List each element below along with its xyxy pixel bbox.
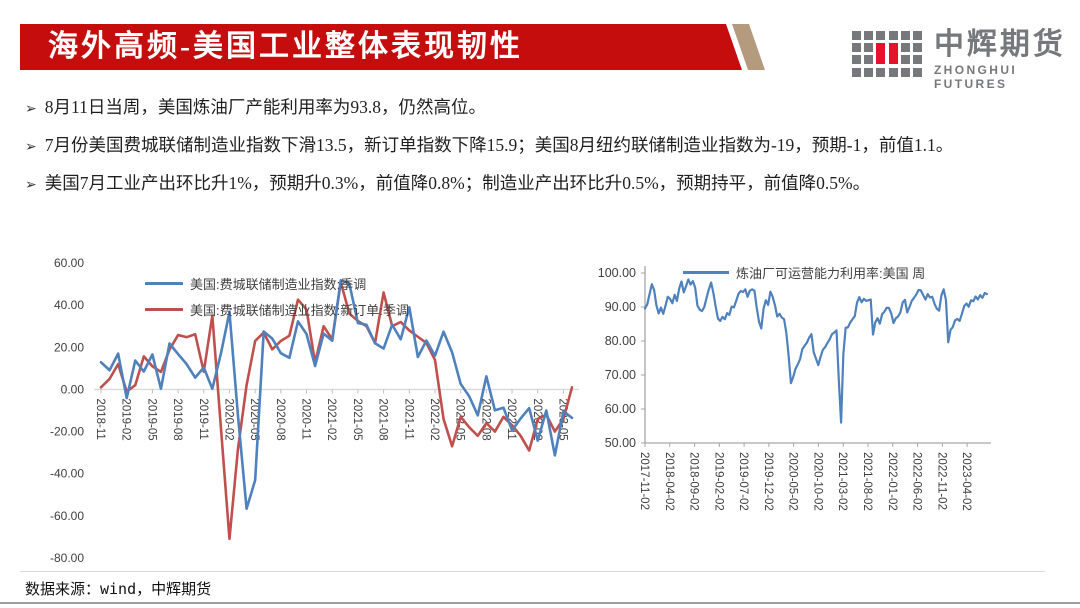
svg-text:2018-04-02: 2018-04-02 — [663, 452, 675, 511]
svg-text:2020-11: 2020-11 — [300, 398, 312, 439]
legend-label: 炼油厂可运营能力利用率:美国 周 — [736, 265, 926, 281]
svg-text:2021-02: 2021-02 — [325, 398, 337, 440]
legend-label: 美国:费城联储制造业指数:季调 — [190, 276, 367, 292]
svg-text:100.00: 100.00 — [598, 266, 636, 280]
bullet-arrow-icon: ➢ — [25, 177, 37, 193]
svg-text:60.00: 60.00 — [605, 402, 636, 416]
svg-text:2020-05: 2020-05 — [248, 398, 260, 440]
legend-left-chart: 美国:费城联储制造业指数:季调 美国:费城联储制造业指数:新订单:季调 — [145, 270, 409, 322]
svg-text:2020-02: 2020-02 — [222, 398, 234, 440]
red-line-swatch — [145, 307, 183, 311]
svg-text:70.00: 70.00 — [605, 368, 636, 382]
legend-item: 美国:费城联储制造业指数:新订单:季调 — [145, 296, 409, 322]
blue-line-swatch — [145, 281, 183, 285]
legend-item: 美国:费城联储制造业指数:季调 — [145, 270, 409, 296]
svg-text:2017-11-02: 2017-11-02 — [638, 452, 650, 510]
bullet-industrial-output: ➢ 美国7月工业产出环比升1%，预期升0.3%，前值降0.8%；制造业产出环比升… — [25, 170, 1065, 208]
chart-refinery-utilization: 炼油厂可运营能力利用率:美国 周 100.00 90.00 80.00 70.00 60… — [595, 255, 1055, 555]
bullet-refinery-utilization: ➢ 8月11日当周，美国炼油厂产能利用率为93.8，仍然高位。 — [25, 94, 1065, 132]
svg-text:-60.00: -60.00 — [50, 509, 84, 523]
bullet-fed-manufacturing-index: ➢ 7月份美国费城联储制造业指数下滑13.5，新订单指数下降15.9；美国8月纽… — [25, 132, 1065, 170]
svg-text:2018-09-02: 2018-09-02 — [688, 452, 700, 511]
svg-text:-40.00: -40.00 — [50, 467, 84, 481]
svg-text:2021-05: 2021-05 — [351, 398, 363, 440]
svg-text:2021-08-02: 2021-08-02 — [861, 452, 873, 511]
svg-text:2020-10-02: 2020-10-02 — [811, 452, 823, 511]
bullet-arrow-icon: ➢ — [25, 139, 37, 155]
svg-text:50.00: 50.00 — [605, 436, 636, 450]
svg-text:2019-07-02: 2019-07-02 — [737, 452, 749, 511]
svg-text:2022-01-02: 2022-01-02 — [886, 452, 898, 511]
svg-text:2019-02-02: 2019-02-02 — [712, 452, 724, 511]
logo-grid-icon — [852, 31, 922, 77]
svg-text:2022-11-02: 2022-11-02 — [935, 452, 947, 510]
svg-text:-20.00: -20.00 — [50, 425, 84, 439]
svg-text:2020-05-02: 2020-05-02 — [787, 452, 799, 511]
svg-text:2019-05: 2019-05 — [145, 398, 157, 440]
footer-divider — [20, 571, 1045, 572]
bottom-rule — [0, 602, 1080, 604]
svg-text:0.00: 0.00 — [61, 382, 85, 396]
legend-item: 炼油厂可运营能力利用率:美国 周 — [683, 259, 925, 285]
chart-philly-fed-index: 美国:费城联储制造业指数:季调 美国:费城联储制造业指数:新订单:季调 60.0… — [35, 248, 585, 593]
svg-text:2019-11: 2019-11 — [197, 398, 209, 439]
svg-text:2023-04-02: 2023-04-02 — [960, 452, 972, 511]
svg-text:20.00: 20.00 — [54, 340, 84, 354]
summary-bullets: ➢ 8月11日当周，美国炼油厂产能利用率为93.8，仍然高位。 ➢ 7月份美国费… — [25, 94, 1065, 208]
svg-text:-80.00: -80.00 — [50, 551, 84, 565]
svg-text:60.00: 60.00 — [54, 256, 84, 270]
svg-text:2020-08: 2020-08 — [274, 398, 286, 440]
svg-text:2019-08: 2019-08 — [171, 398, 183, 440]
bullet-text: 8月11日当周，美国炼油厂产能利用率为93.8，仍然高位。 — [44, 97, 486, 117]
page-title: 海外高频-美国工业整体表现韧性 — [48, 30, 523, 63]
svg-text:2022-02: 2022-02 — [428, 398, 440, 440]
svg-text:2021-08: 2021-08 — [377, 398, 389, 440]
logo-name: 中辉期货 — [933, 28, 1066, 61]
svg-text:2019-12-02: 2019-12-02 — [762, 452, 774, 511]
blue-line-swatch — [683, 270, 729, 274]
svg-text:2019-02: 2019-02 — [120, 398, 132, 440]
refinery-chart-svg: 100.00 90.00 80.00 70.00 60.00 50.002017-11-0… — [598, 266, 991, 511]
svg-text:80.00: 80.00 — [605, 334, 636, 348]
bullet-text: 7月份美国费城联储制造业指数下滑13.5，新订单指数下降15.9；美国8月纽约联… — [44, 135, 954, 155]
company-logo: 中辉期货 ZHONGHUI FUTURES — [852, 29, 1080, 91]
svg-text:2021-11: 2021-11 — [402, 398, 414, 439]
legend-right-chart: 炼油厂可运营能力利用率:美国 周 — [683, 259, 925, 285]
svg-text:90.00: 90.00 — [605, 300, 636, 314]
svg-text:40.00: 40.00 — [54, 298, 84, 312]
logo-subtitle: ZHONGHUI FUTURES — [933, 63, 1018, 91]
title-banner: 海外高频-美国工业整体表现韧性 — [20, 24, 742, 70]
bullet-arrow-icon: ➢ — [25, 101, 37, 117]
svg-text:2021-03-02: 2021-03-02 — [836, 452, 848, 511]
bullet-text: 美国7月工业产出环比升1%，预期升0.3%，前值降0.8%；制造业产出环比升0.… — [44, 173, 871, 193]
philly-fed-chart-svg: 60.00 40.00 20.00 0.00 -20.00 -40.00 -60.00 -80… — [50, 256, 579, 565]
svg-text:2018-11: 2018-11 — [94, 398, 106, 439]
data-source: 数据来源：wind，中辉期货 — [25, 580, 212, 598]
logo-text: 中辉期货 ZHONGHUI FUTURES — [933, 28, 1080, 92]
svg-text:2022-06-02: 2022-06-02 — [911, 452, 923, 511]
legend-label: 美国:费城联储制造业指数:新订单:季调 — [190, 302, 409, 318]
